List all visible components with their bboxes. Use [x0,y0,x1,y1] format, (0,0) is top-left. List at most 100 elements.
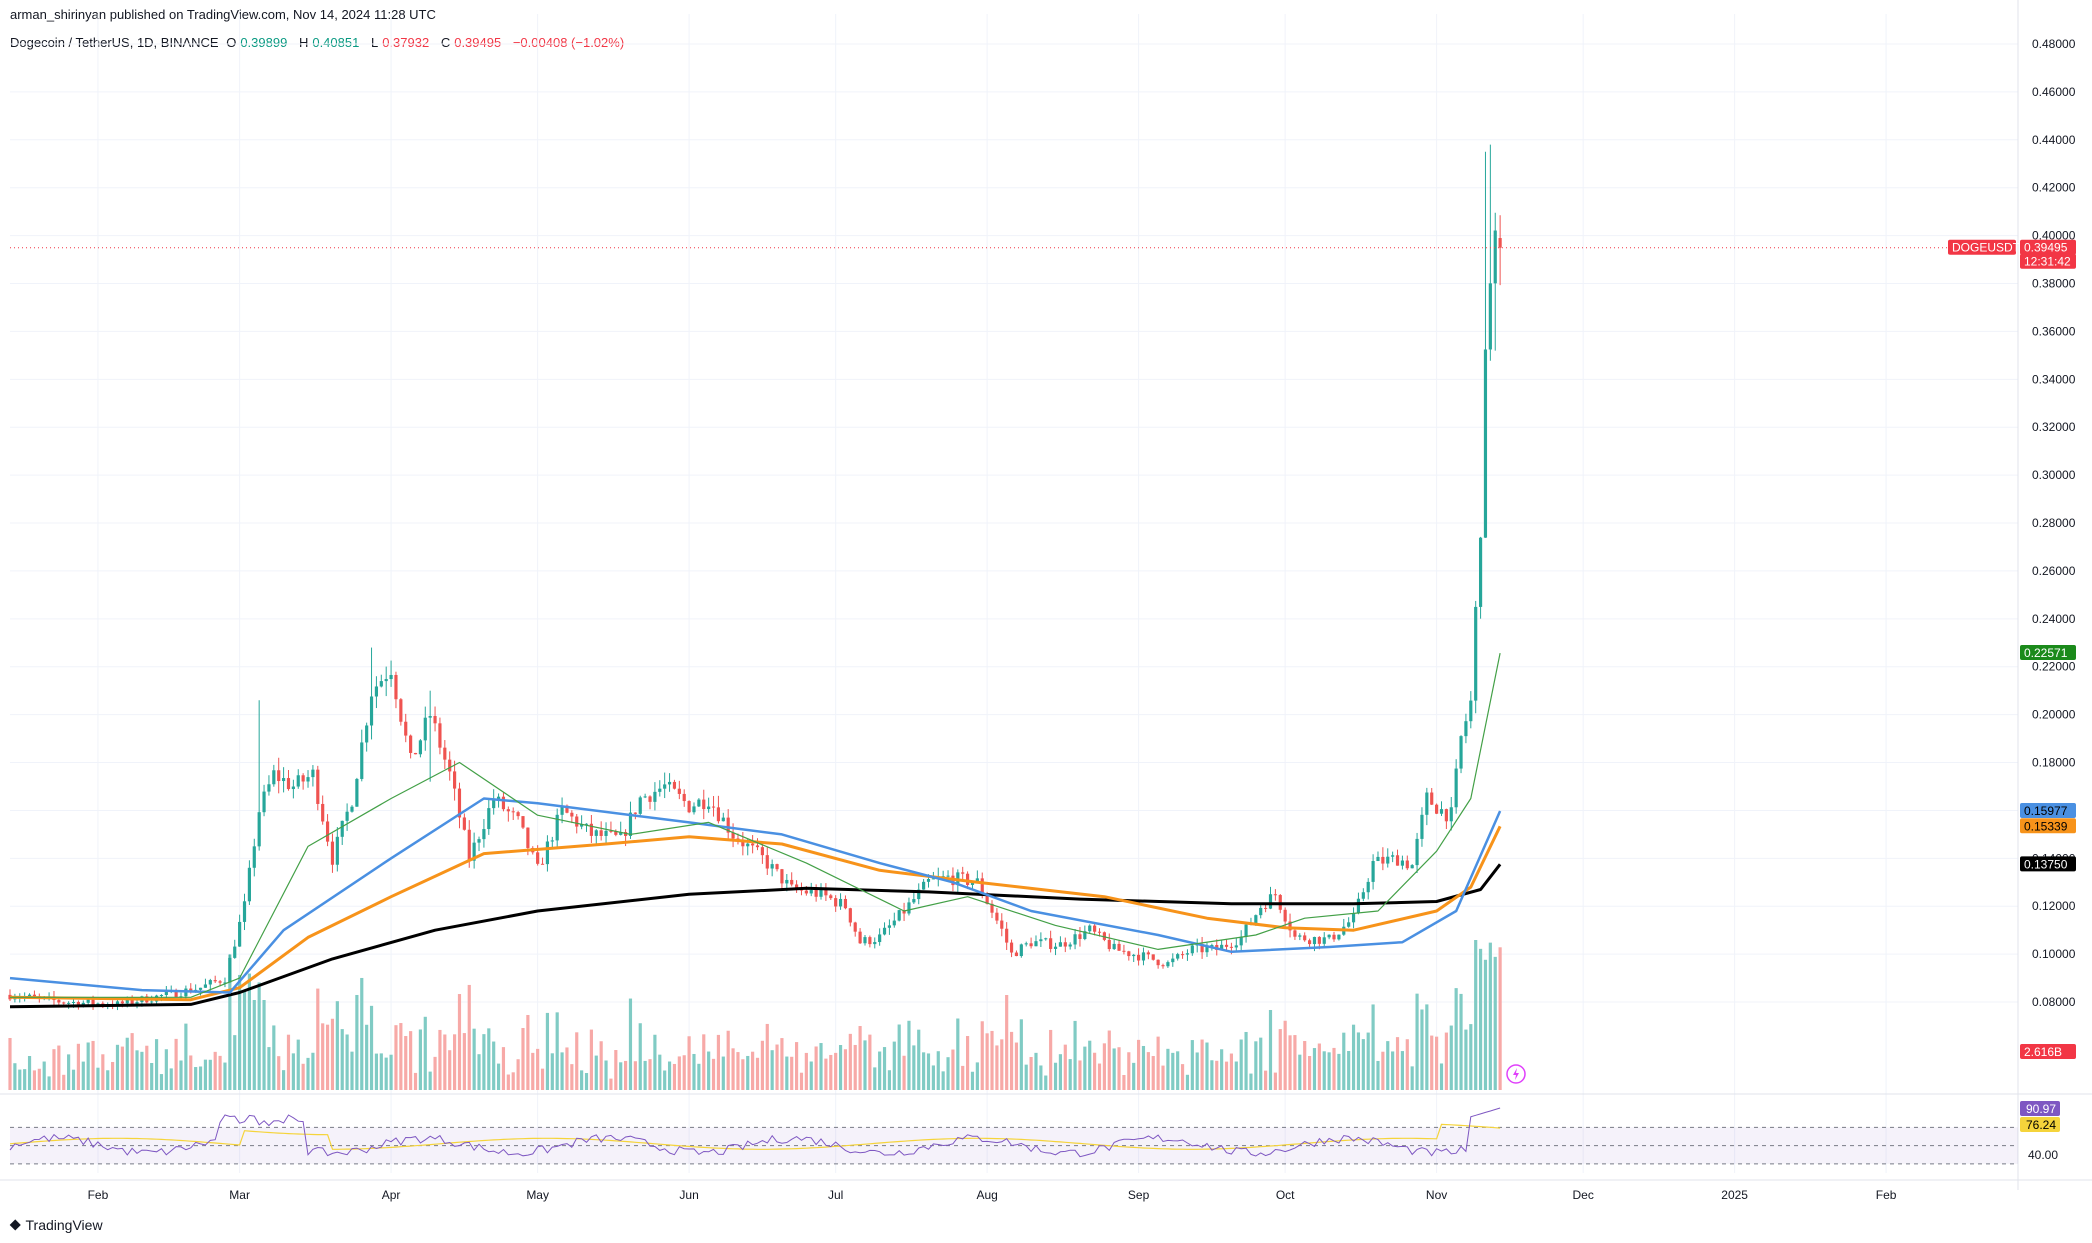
volume-bar [316,988,320,1090]
volume-bar [682,1055,686,1090]
volume-bar [1132,1062,1136,1090]
volume-bar [980,1021,984,1090]
time-tick-label: Mar [229,1188,250,1202]
volume-bar [736,1052,740,1090]
volume-bar [1200,1039,1204,1090]
candle-body [1264,907,1268,909]
time-axis: Feb Mar Apr May Jun Jul Aug Sep Oct Nov Dec 2025 Feb [88,1188,1897,1202]
price-tick-label: 0.44000 [2032,133,2076,147]
candle-body [1483,349,1488,538]
volume-bar [1151,1056,1155,1090]
volume-bar [1176,1051,1180,1090]
candle-body [453,771,457,789]
candle-body [780,869,784,884]
price-tick-label: 0.46000 [2032,85,2076,99]
volume-bar [809,1061,813,1090]
volume-bar [1312,1048,1317,1090]
volume-bar [257,982,261,1090]
volume-bar [423,1016,427,1090]
price-tick-label: 0.28000 [2032,516,2076,530]
candle-body [150,1001,154,1003]
volume-bar [882,1047,887,1090]
volume-bar [428,1071,432,1090]
candle-body [1014,952,1019,957]
candle-body [86,999,90,1003]
candle-body [663,784,667,789]
volume-bar [1127,1052,1131,1090]
volume-bar [765,1023,769,1090]
volume-bar [628,998,633,1090]
candle-body [775,864,779,870]
volume-bar [1439,1063,1444,1090]
candle-body [682,793,686,802]
volume-bar [887,1070,892,1090]
candle-body [301,775,305,782]
volume-bar [8,1037,12,1090]
axis-label-text: 0.39495 [2024,241,2068,255]
volume-bar [154,1039,159,1090]
candle-body [1146,952,1150,955]
volume-bar [27,1056,32,1090]
volume-bar [443,1034,447,1090]
ohlc-open-label: O [226,35,237,50]
candle-body [1459,736,1463,769]
time-tick-label: Apr [382,1188,401,1202]
axis-label-box [2020,802,2076,818]
volume-bar [521,1028,525,1090]
volume-bar [584,1073,589,1090]
candle-body [638,797,642,814]
candle-body [868,937,872,945]
volume-bar [13,1063,17,1090]
candle-body [1498,238,1502,248]
ohlc-high-label: H [298,35,309,50]
candle-body [1000,920,1004,929]
volume-bar [1195,1052,1199,1090]
volume-bar [1068,1059,1072,1090]
candle-body [321,803,325,822]
volume-bar [560,1052,564,1090]
volume-bar [433,1056,437,1090]
candle-body [1371,861,1375,882]
volume-bar [1161,1065,1165,1090]
candle-body [1307,940,1312,945]
tradingview-logo[interactable]: ⬥ TradingView [10,1216,103,1233]
volume-bar [1234,1061,1238,1090]
volume-bar [1395,1037,1400,1090]
candle-body [1410,865,1414,869]
candle-body [882,927,887,935]
volume-bar [604,1060,608,1090]
candle-body [257,812,261,847]
candle-body [350,806,354,812]
volume-bar [1405,1039,1409,1090]
axis-label-box [2020,239,2076,255]
volume-bar [76,1043,80,1090]
volume-bar [1386,1041,1390,1090]
candle-body [795,884,799,890]
volume-bar [633,1061,637,1090]
volume-bar [1141,1045,1146,1090]
candle-body [1322,937,1326,944]
candle-body [1058,942,1063,947]
volume-bar [1239,1039,1243,1090]
candle-body [379,681,383,687]
volume-bar [755,1057,760,1090]
candle-body [96,1003,100,1005]
candle-body [1220,944,1224,950]
volume-bar [1322,1051,1326,1090]
candle-body [120,1001,124,1004]
grid-lines [10,14,2018,1173]
candle-body [277,770,281,782]
volume-bar [1474,940,1478,1090]
volume-bar [853,1044,857,1090]
volume-bar [1166,1048,1170,1090]
candle-body [648,796,652,802]
volume-bar [1288,1035,1292,1090]
candle-body [286,778,291,790]
ohlc-close-label: C [440,35,451,50]
candle-body [316,769,320,804]
volume-bar [917,1029,921,1090]
symbol-name[interactable]: Dogecoin / TetherUS, 1D, BINANCE [10,35,219,50]
candle-body [667,781,672,785]
candle-body [1332,934,1336,940]
